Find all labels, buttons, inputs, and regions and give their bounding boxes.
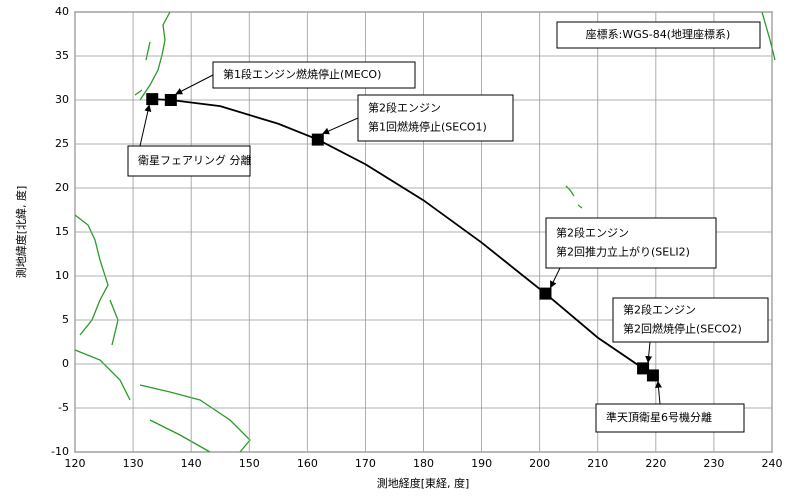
annotation-arrow (655, 380, 662, 405)
x-tick-label: 180 (413, 457, 434, 470)
annotation-box (357, 94, 514, 142)
y-tick-label: 35 (55, 49, 69, 62)
y-tick-label: 10 (55, 269, 69, 282)
event-marker (539, 287, 552, 300)
annotation-arrow (550, 267, 561, 289)
y-axis-label: 測地緯度[北緯, 度] (14, 186, 28, 279)
x-tick-label: 230 (703, 457, 724, 470)
annotation-text: 準天頂衛星6号機分離 (606, 410, 712, 424)
y-tick-label: 20 (55, 181, 69, 194)
y-tick-label: 5 (62, 313, 69, 326)
x-axis-label: 測地経度[東経, 度] (377, 476, 470, 490)
x-tick-label: 170 (355, 457, 376, 470)
annotation-text: 第1回燃焼停止(SECO1) (368, 120, 487, 134)
y-tick-label: 25 (55, 137, 69, 150)
x-tick-label: 200 (529, 457, 550, 470)
annotation-text: 第2回推力立上がり(SELI2) (556, 245, 690, 259)
trajectory (152, 98, 654, 377)
y-tick-label: -5 (58, 401, 69, 414)
x-tick-label: 220 (645, 457, 666, 470)
x-tick-label: 160 (297, 457, 318, 470)
annotation-arrow (322, 117, 359, 135)
x-tick-label: 120 (65, 457, 86, 470)
x-tick-label: 130 (123, 457, 144, 470)
annotation-arrow (645, 341, 653, 364)
y-tick-label: 15 (55, 225, 69, 238)
y-tick-label: 0 (62, 357, 69, 370)
event-marker (164, 94, 177, 106)
annotation-text: 第2段エンジン (556, 226, 629, 240)
event-marker (637, 362, 650, 375)
event-marker (311, 133, 324, 146)
annotation-box (595, 403, 745, 433)
annotation-arrow (175, 74, 214, 95)
x-tick-label: 190 (471, 457, 492, 470)
note: 座標系:WGS-84(地理座標系) (586, 27, 731, 41)
event-marker (646, 369, 659, 382)
annotation-text: 第2段エンジン (368, 101, 441, 115)
x-tick-label: 140 (181, 457, 202, 470)
x-tick-label: 240 (762, 457, 783, 470)
note-box: 座標系:WGS-84(地理座標系) (556, 21, 761, 49)
annotation-box (127, 145, 251, 177)
x-tick-label: 210 (587, 457, 608, 470)
annotation-arrow (139, 104, 152, 147)
annotation-text: 第1段エンジン燃焼停止(MECO) (223, 67, 381, 81)
annotation-text: 第2段エンジン (623, 303, 696, 317)
annotation-box (212, 61, 416, 89)
annotation-text: 衛星フェアリング 分離 (138, 153, 252, 167)
annotation-box (612, 297, 769, 343)
x-tick-label: 150 (239, 457, 260, 470)
y-tick-label: -10 (51, 445, 69, 458)
event-marker (146, 93, 159, 106)
y-tick-label: 30 (55, 93, 69, 106)
annotation-text: 第2回燃焼停止(SECO2) (623, 322, 742, 336)
y-tick-label: 40 (55, 5, 69, 18)
annotation-box (545, 217, 717, 269)
